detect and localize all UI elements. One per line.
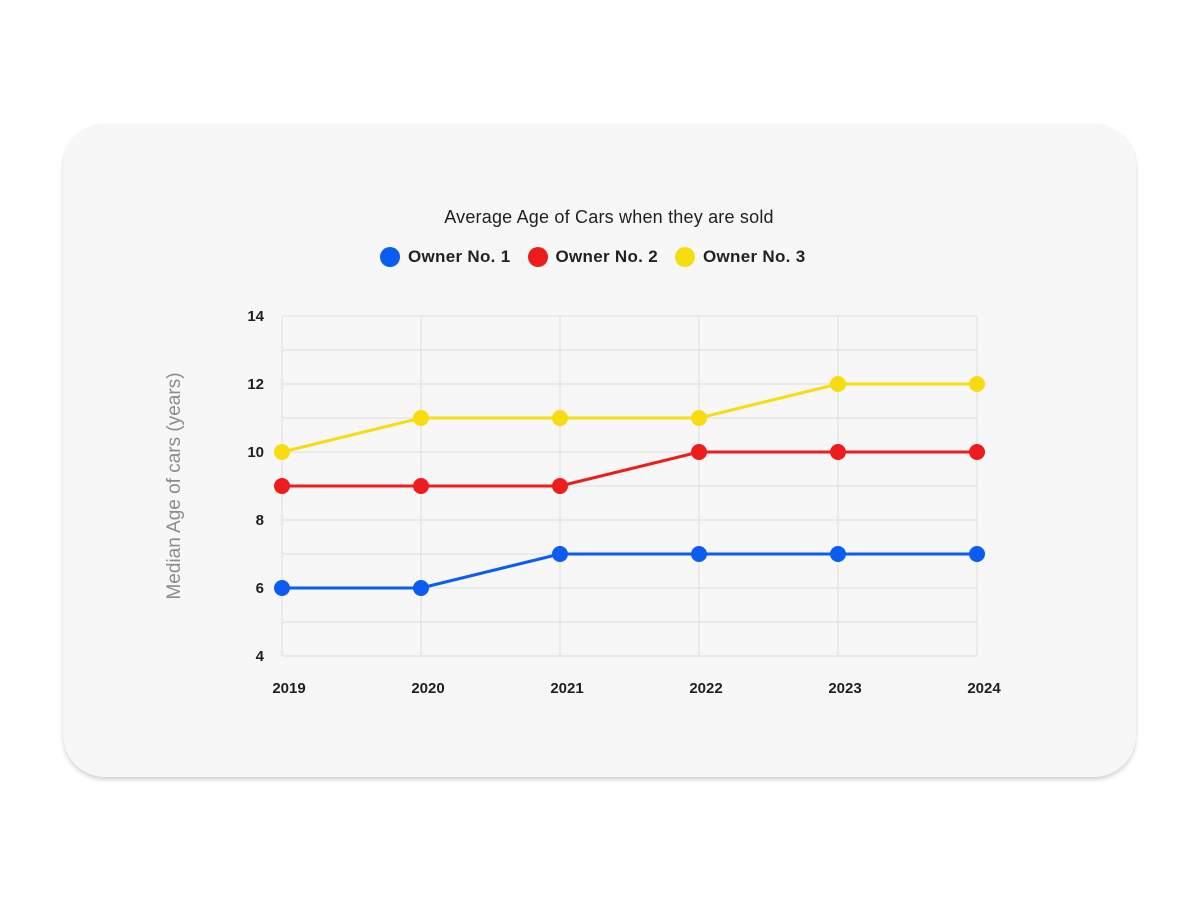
data-point — [830, 546, 846, 562]
series-line — [280, 382, 979, 454]
legend-marker — [527, 247, 548, 267]
data-point — [691, 444, 707, 460]
chart-title: Average Age of Cars when they are sold — [444, 207, 774, 227]
data-point — [274, 444, 290, 460]
x-tick-label: 2023 — [828, 680, 861, 697]
legend-marker — [675, 247, 695, 267]
legend-label: Owner No. 1 — [408, 247, 511, 266]
x-tick-label: 2019 — [272, 680, 305, 697]
y-tick-label: 8 — [256, 512, 264, 529]
data-point — [413, 410, 429, 426]
legend-item-owner-1: Owner No. 1 — [380, 247, 511, 267]
legend-marker — [380, 247, 400, 267]
y-tick-label: 12 — [247, 376, 264, 393]
y-tick-label: 14 — [247, 308, 264, 325]
data-point — [691, 410, 707, 426]
series-line — [280, 450, 979, 488]
series-3 — [274, 376, 985, 460]
data-point — [552, 478, 568, 494]
data-point — [969, 444, 985, 460]
series-layer — [274, 376, 985, 596]
data-point — [413, 580, 429, 596]
x-tick-label: 2022 — [689, 680, 722, 697]
axes: 4 6 8 10 12 14 2019 2020 2021 2022 2023 2024 — [247, 308, 1001, 697]
x-tick-label: 2021 — [550, 680, 583, 697]
x-tick-label: 2020 — [411, 680, 444, 697]
y-axis-label: Median Age of cars (years) — [164, 372, 185, 599]
legend-label: Owner No. 2 — [555, 247, 658, 266]
data-point — [830, 444, 846, 460]
data-point — [691, 546, 707, 562]
series-2 — [274, 444, 985, 494]
y-tick-label: 4 — [256, 648, 265, 665]
legend-item-owner-3: Owner No. 3 — [675, 247, 806, 267]
data-point — [969, 376, 985, 392]
x-tick-label: 2024 — [967, 680, 1001, 697]
data-point — [830, 376, 846, 392]
data-point — [274, 478, 290, 494]
series-1 — [274, 546, 985, 596]
legend-label: Owner No. 3 — [703, 247, 806, 266]
y-tick-label: 10 — [247, 444, 264, 461]
data-point — [552, 546, 568, 562]
y-tick-label: 6 — [256, 580, 264, 597]
chart-legend: Owner No. 1 Owner No. 2 Owner No. 3 — [380, 245, 823, 269]
data-point — [969, 546, 985, 562]
legend-item-owner-2: Owner No. 2 — [527, 247, 659, 267]
data-point — [413, 478, 429, 494]
series-line — [280, 552, 979, 590]
data-point — [274, 580, 290, 596]
data-point — [552, 410, 568, 426]
